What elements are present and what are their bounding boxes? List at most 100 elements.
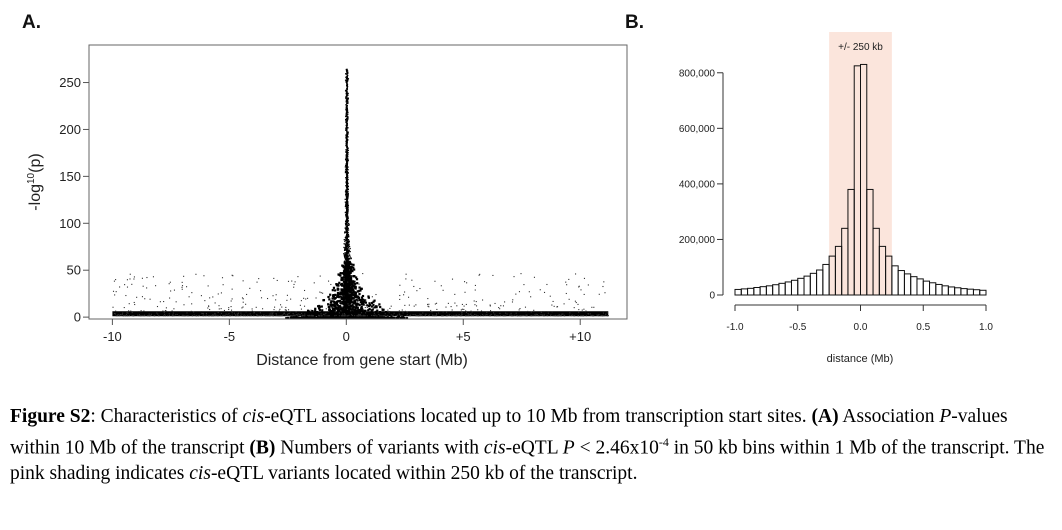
scatter-point — [191, 303, 193, 305]
scatter-point — [331, 309, 335, 312]
scatter-point — [454, 315, 456, 317]
scatter-point — [424, 314, 426, 316]
scatter-point — [348, 255, 350, 257]
scatter-point — [216, 315, 218, 317]
scatter-point — [346, 212, 348, 214]
histogram-bar — [947, 286, 956, 296]
scatter-point — [157, 313, 159, 315]
scatter-point — [347, 286, 351, 290]
scatter-point — [403, 294, 405, 296]
scatter-point — [131, 312, 133, 314]
scatter-point — [317, 305, 320, 308]
y-tick-label-a: 150 — [59, 169, 81, 184]
scatter-point — [360, 287, 363, 290]
scatter-point — [167, 315, 169, 317]
scatter-point — [300, 308, 302, 310]
scatter-point — [373, 299, 376, 302]
scatter-point — [342, 270, 346, 273]
scatter-point — [345, 121, 347, 123]
scatter-point — [350, 257, 352, 259]
scatter-point — [301, 315, 303, 317]
scatter-point — [500, 305, 502, 307]
scatter-point — [361, 311, 364, 314]
scatter-point — [347, 151, 349, 154]
histogram-bar — [922, 280, 931, 296]
scatter-point — [346, 228, 349, 231]
scatter-point — [339, 308, 342, 311]
scatter-point — [346, 190, 348, 193]
scatter-point — [533, 276, 535, 278]
scatter-point — [352, 281, 355, 284]
x-tick-label-a: +10 — [569, 329, 591, 344]
scatter-point — [207, 307, 209, 309]
scatter-point — [221, 277, 224, 279]
scatter-point — [172, 314, 174, 316]
scatter-point — [352, 314, 355, 318]
scatter-point — [347, 196, 349, 198]
scatter-point — [346, 158, 348, 161]
scatter-point — [347, 281, 349, 283]
scatter-point — [536, 314, 538, 316]
scatter-point — [345, 182, 348, 184]
scatter-point — [602, 285, 604, 288]
scatter-point — [447, 314, 449, 316]
scatter-point — [384, 313, 386, 315]
scatter-point — [206, 314, 208, 316]
scatter-point — [204, 300, 206, 302]
scatter-point — [346, 113, 348, 115]
x-tick-label-b: 0.5 — [916, 322, 930, 333]
scatter-point — [347, 246, 349, 249]
scatter-point — [317, 313, 320, 316]
scatter-point — [335, 314, 338, 317]
scatter-point — [346, 288, 349, 291]
scatter-point — [126, 315, 129, 317]
scatter-point — [336, 304, 339, 307]
scatter-point — [148, 313, 150, 315]
scatter-point — [434, 303, 436, 305]
scatter-point — [345, 111, 348, 113]
scatter-point — [360, 302, 363, 306]
scatter-point — [349, 294, 352, 298]
scatter-point — [346, 216, 348, 218]
scatter-point — [342, 272, 345, 275]
scatter-point — [346, 238, 348, 240]
scatter-point — [347, 71, 349, 74]
scatter-point — [338, 315, 340, 317]
scatter-point — [345, 159, 347, 162]
scatter-point — [463, 305, 465, 307]
scatter-point — [340, 278, 343, 282]
scatter-point — [246, 315, 248, 317]
scatter-point — [345, 234, 348, 237]
scatter-point — [367, 304, 371, 308]
scatter-point — [214, 312, 216, 314]
scatter-point — [517, 315, 519, 317]
scatter-point — [258, 278, 260, 280]
scatter-point — [263, 314, 265, 316]
scatter-point — [255, 306, 257, 308]
scatter-point — [344, 240, 346, 243]
scatter-point — [356, 300, 358, 302]
scatter-point — [300, 300, 302, 302]
scatter-point — [335, 311, 338, 314]
scatter-point — [541, 314, 543, 316]
scatter-point — [392, 312, 395, 316]
scatter-point — [339, 272, 342, 275]
scatter-point — [347, 274, 350, 277]
scatter-point — [552, 315, 554, 317]
scatter-point — [131, 314, 133, 317]
scatter-point — [365, 312, 367, 314]
scatter-point — [358, 283, 360, 285]
scatter-point — [607, 315, 609, 317]
scatter-point — [345, 207, 348, 210]
scatter-point — [253, 315, 255, 317]
scatter-point — [346, 80, 348, 82]
scatter-point — [344, 266, 347, 270]
scatter-point — [137, 314, 139, 316]
scatter-point — [344, 220, 347, 223]
scatter-point — [543, 315, 545, 317]
scatter-point — [342, 312, 345, 315]
scatter-point — [510, 312, 512, 314]
scatter-point — [209, 315, 211, 317]
scatter-point — [328, 298, 331, 301]
caption-figure-title: Figure S2 — [10, 406, 91, 427]
